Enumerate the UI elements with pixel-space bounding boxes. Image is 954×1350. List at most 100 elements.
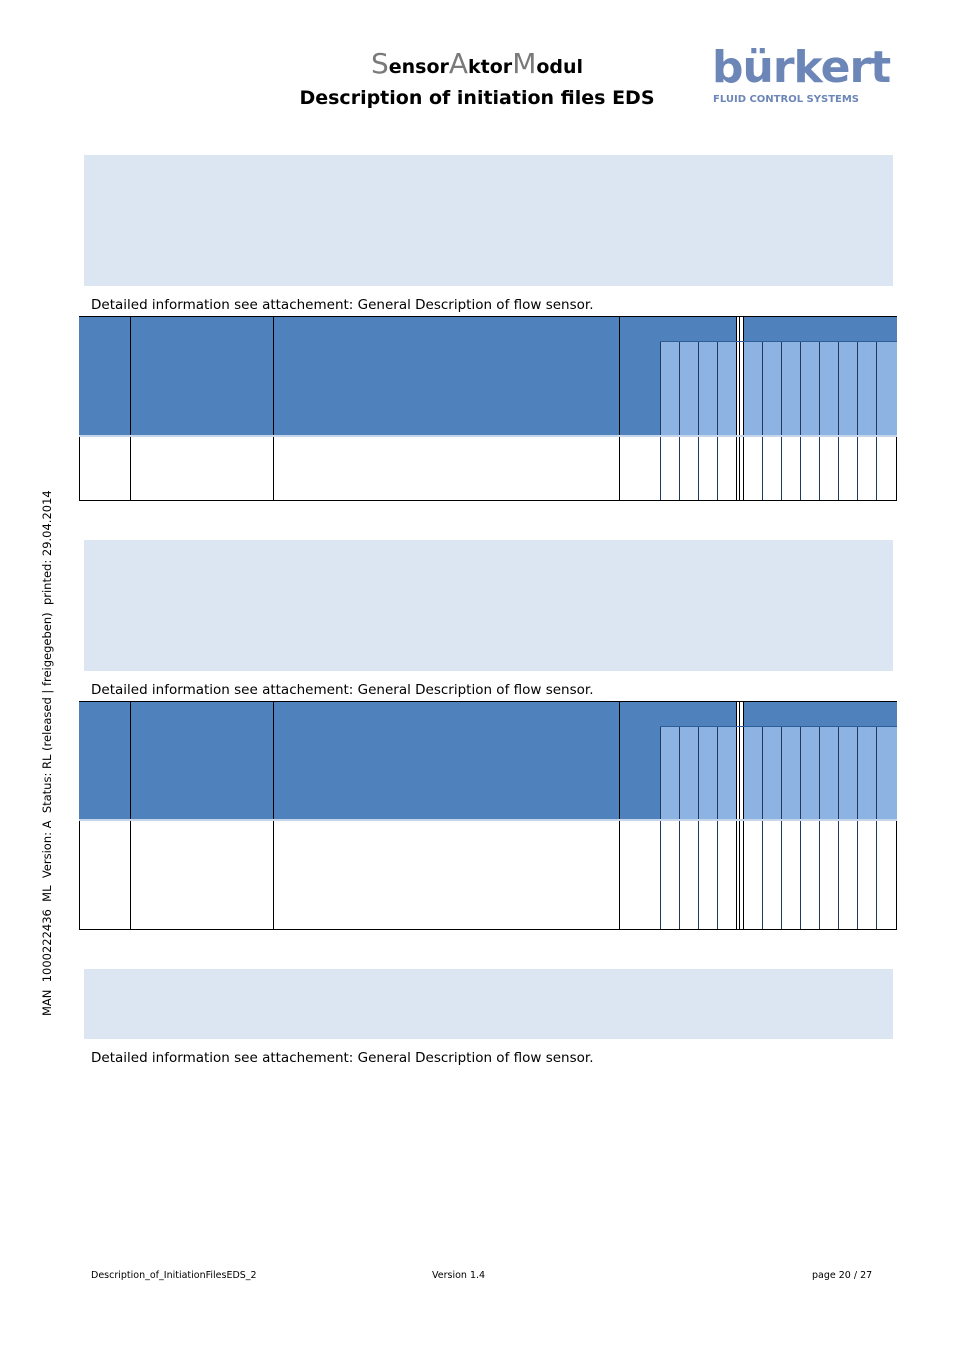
group-header-2 — [743, 316, 897, 341]
title-part-ensor: ensor — [388, 56, 449, 78]
grid-line-vertical — [679, 726, 680, 930]
document-title: SensorAktorModul — [0, 44, 954, 87]
grid-line-vertical — [781, 341, 782, 501]
bit-header-cell — [838, 726, 857, 819]
shaded-block-3 — [84, 969, 893, 1039]
grid-line-vertical — [876, 341, 877, 501]
section-note-3: Detailed information see attachement: Ge… — [91, 1050, 594, 1066]
bit-header-cell — [819, 341, 838, 435]
bit-header-cell — [781, 341, 800, 435]
body-cell-1 — [79, 435, 130, 501]
header-cell-2 — [130, 316, 273, 435]
grid-line-group — [660, 341, 897, 342]
logo-wordmark: bürkert — [712, 42, 891, 93]
grid-line-header-bottom — [79, 435, 897, 437]
bit-header-cell — [781, 726, 800, 819]
grid-line-vertical — [619, 316, 620, 501]
body-cell-4 — [619, 435, 660, 501]
grid-line-vertical — [743, 701, 744, 930]
bit-header-cell — [660, 726, 679, 819]
register-table-1 — [79, 316, 897, 501]
bit-header-cell — [679, 341, 698, 435]
document-subtitle: Description of initiation files EDS — [299, 87, 655, 109]
grid-line-bottom — [79, 500, 897, 501]
grid-line-bottom — [79, 929, 897, 930]
header-cell-2 — [130, 701, 273, 819]
bit-header-cell — [743, 726, 762, 819]
bit-header-cell — [698, 726, 717, 819]
grid-line-vertical — [739, 316, 740, 501]
grid-line-vertical — [660, 341, 661, 501]
title-cap-s: S — [370, 47, 389, 80]
grid-line-vertical — [800, 341, 801, 501]
grid-line-vertical — [698, 726, 699, 930]
grid-line-vertical — [736, 701, 737, 930]
section-note-1: Detailed information see attachement: Ge… — [91, 297, 594, 313]
grid-line-header-bottom — [79, 819, 897, 821]
header-cell-1 — [79, 316, 130, 435]
grid-line-vertical — [130, 701, 131, 930]
grid-line-vertical — [800, 726, 801, 930]
bit-header-cell — [717, 726, 736, 819]
body-cell-4 — [619, 819, 660, 930]
footer-document-name: Description_of_InitiationFilesEDS_2 — [91, 1270, 257, 1281]
grid-line-vertical — [698, 341, 699, 501]
group-header-2 — [743, 701, 897, 726]
body-cell-2 — [130, 435, 273, 501]
grid-line-vertical — [857, 726, 858, 930]
body-cell-1 — [79, 819, 130, 930]
bit-header-cell — [679, 726, 698, 819]
bit-header-cell — [857, 726, 876, 819]
grid-line-vertical — [857, 341, 858, 501]
bit-header-cell — [857, 341, 876, 435]
grid-line-vertical — [781, 726, 782, 930]
grid-line-vertical — [717, 726, 718, 930]
bit-header-cell — [743, 341, 762, 435]
group-header-1 — [660, 701, 736, 726]
grid-line-vertical — [838, 341, 839, 501]
grid-line-vertical — [762, 726, 763, 930]
bit-header-cell — [698, 341, 717, 435]
header-cell-1 — [79, 701, 130, 819]
grid-line-vertical — [273, 701, 274, 930]
grid-line-vertical — [619, 701, 620, 930]
grid-line-top — [79, 316, 897, 317]
grid-line-vertical — [130, 316, 131, 501]
bit-header-cell — [876, 341, 897, 435]
title-part-odul: odul — [536, 56, 584, 78]
bit-header-cell — [800, 341, 819, 435]
burkert-logo: bürkert FLUID CONTROL SYSTEMS — [712, 42, 891, 106]
grid-line-vertical — [819, 341, 820, 501]
grid-line-vertical — [660, 726, 661, 930]
bit-header-cell — [762, 726, 781, 819]
grid-line-top — [79, 701, 897, 702]
grid-line-vertical — [819, 726, 820, 930]
bit-header-cell — [838, 341, 857, 435]
grid-line-vertical — [762, 341, 763, 501]
grid-line-vertical — [717, 341, 718, 501]
grid-line-vertical — [838, 726, 839, 930]
grid-line-vertical — [679, 341, 680, 501]
bit-header-cell — [876, 726, 897, 819]
register-table-2 — [79, 701, 897, 930]
body-cell-2 — [130, 819, 273, 930]
bit-header-cell — [762, 341, 781, 435]
title-cap-m: M — [512, 47, 537, 80]
grid-line-vertical — [736, 316, 737, 501]
bit-header-cell — [717, 341, 736, 435]
header-cell-3 — [273, 316, 619, 435]
side-document-info: MAN 1000222436 ML Version: A Status: RL … — [40, 490, 54, 1016]
header-cell-3 — [273, 701, 619, 819]
bit-header-cell — [819, 726, 838, 819]
shaded-block-2 — [84, 540, 893, 671]
body-cell-3 — [273, 435, 619, 501]
header-cell-4 — [619, 316, 660, 435]
body-cell-3 — [273, 819, 619, 930]
title-part-ktor: ktor — [468, 56, 513, 78]
grid-line-vertical — [876, 726, 877, 930]
footer-version: Version 1.4 — [432, 1270, 486, 1281]
shaded-block-1 — [84, 155, 893, 286]
bit-header-cell — [800, 726, 819, 819]
header-cell-4 — [619, 701, 660, 819]
group-header-1 — [660, 316, 736, 341]
